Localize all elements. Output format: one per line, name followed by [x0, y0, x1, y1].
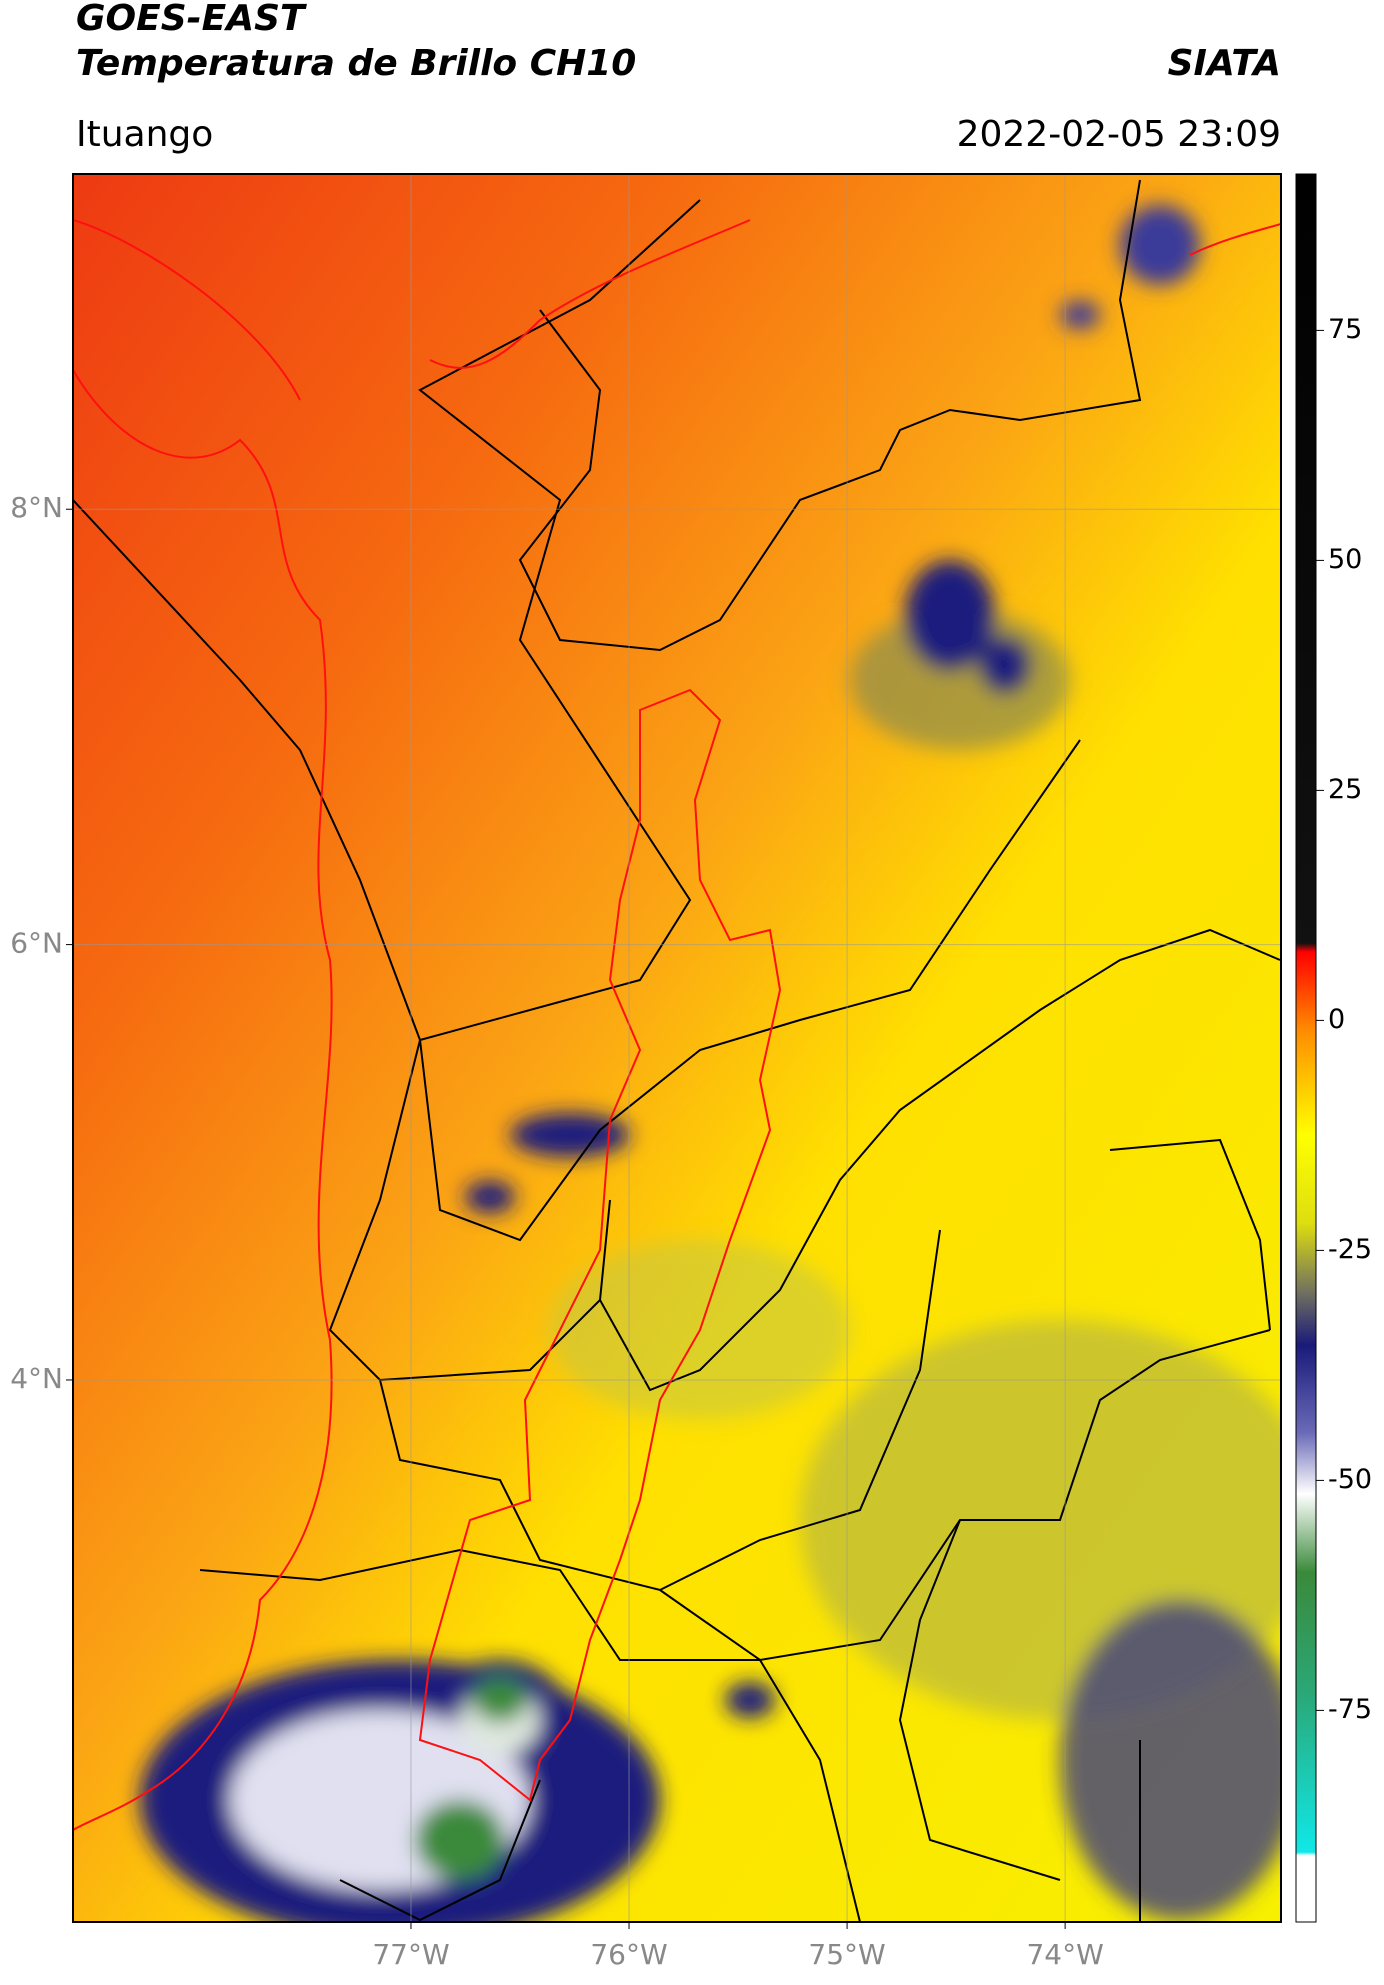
- lon-tick-label: 76°W: [590, 1938, 667, 1971]
- map-image: [73, 174, 1281, 1922]
- title: GOES-EAST: [76, 0, 307, 39]
- lon-tick-label: 75°W: [808, 1938, 885, 1971]
- colorbar-ticks: 75 50 25 0 -25 -50 -75: [1316, 314, 1372, 1725]
- lat-tick-label: 4°N: [10, 1362, 63, 1395]
- source: SIATA: [1168, 43, 1281, 84]
- colorbar-tick-label: -75: [1328, 1694, 1372, 1725]
- map-frame: [72, 173, 1282, 1923]
- datetime: 2022-02-05 23:09: [957, 114, 1281, 155]
- colorbar-tick-label: 75: [1328, 314, 1362, 345]
- colorbar-tick-label: 0: [1328, 1004, 1345, 1035]
- lat-tick-label: 6°N: [10, 927, 63, 960]
- colorbar-tick-label: -50: [1328, 1464, 1372, 1495]
- colorbar-tick-label: 25: [1328, 774, 1362, 805]
- subtitle: Temperatura de Brillo CH10: [76, 43, 636, 84]
- colorbar: [1295, 173, 1317, 1923]
- lon-tick-label: 77°W: [372, 1938, 449, 1971]
- location: Ituango: [76, 114, 213, 155]
- colorbar-tick-label: 50: [1328, 544, 1362, 575]
- lat-tick-label: 8°N: [10, 491, 63, 524]
- lon-tick-label: 74°W: [1026, 1938, 1103, 1971]
- graticule: 8°N 6°N 4°N 77°W 76°W 75°W 74°W: [10, 174, 1281, 1971]
- colorbar-tick-label: -25: [1328, 1234, 1372, 1265]
